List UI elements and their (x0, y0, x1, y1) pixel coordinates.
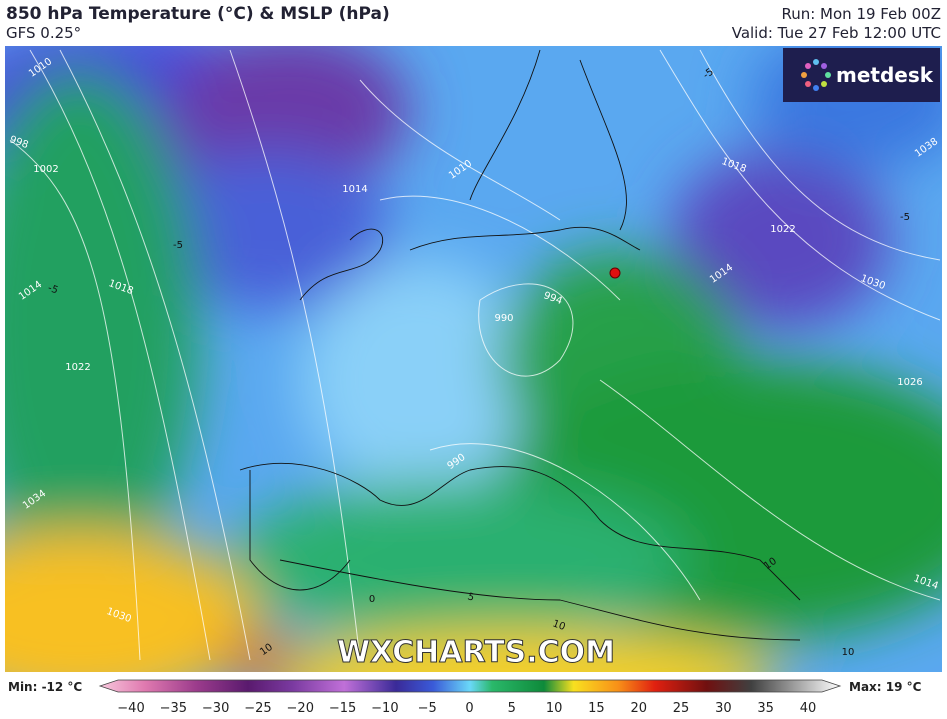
contour-label: 0 (369, 594, 375, 605)
colorbar (98, 679, 842, 693)
colorbar-tick-label: 10 (546, 701, 563, 716)
run-time: Run: Mon 19 Feb 00Z (781, 5, 941, 23)
colorbar-tick-label: 40 (800, 701, 817, 716)
colorbar-tick-label: 0 (465, 701, 473, 716)
contour-label: 990 (494, 313, 513, 324)
contour-label: 1022 (65, 362, 90, 373)
colorbar-tick-label: −30 (202, 701, 229, 716)
colorbar-tick-label: −40 (117, 701, 144, 716)
colorbar-tick-label: 15 (588, 701, 605, 716)
colorbar-tick-label: −5 (418, 701, 437, 716)
colorbar-tick-label: −20 (287, 701, 314, 716)
logo-box (783, 48, 940, 102)
contour-label: -5 (900, 212, 910, 223)
colorbar-tick-label: 30 (715, 701, 732, 716)
colorbar-tick-label: 5 (508, 701, 516, 716)
colorbar-tick-label: 35 (757, 701, 774, 716)
contour-label: 5 (466, 591, 476, 604)
colorbar-min: Min: -12 °C (8, 680, 82, 694)
contour-label: 1022 (770, 224, 795, 235)
watermark: WXCHARTS.COM (337, 635, 615, 670)
chart-title: 850 hPa Temperature (°C) & MSLP (hPa) (6, 4, 390, 24)
colorbar-tick-label: −10 (371, 701, 398, 716)
valid-time: Valid: Tue 27 Feb 12:00 UTC (731, 24, 941, 42)
colorbar-tick-label: −15 (329, 701, 356, 716)
logo-icon (801, 59, 831, 91)
model-name: GFS 0.25° (6, 24, 82, 42)
contour-label: -5 (173, 240, 183, 251)
logo: metdesk (836, 63, 934, 87)
contour-label: -5 (46, 283, 59, 297)
contour-label: 10 (551, 618, 567, 633)
map-field (5, 46, 942, 672)
colorbar-tick-label: −35 (160, 701, 187, 716)
colorbar-tick-label: 25 (673, 701, 690, 716)
contour-label: 1002 (33, 164, 58, 175)
colorbar-max: Max: 19 °C (849, 680, 922, 694)
contour-label: 1026 (897, 377, 922, 388)
location-marker (609, 267, 621, 279)
contour-label: 10 (842, 647, 855, 658)
colorbar-tick-label: −25 (244, 701, 271, 716)
contour-label: 1014 (342, 184, 367, 195)
colorbar-tick-label: 20 (630, 701, 647, 716)
